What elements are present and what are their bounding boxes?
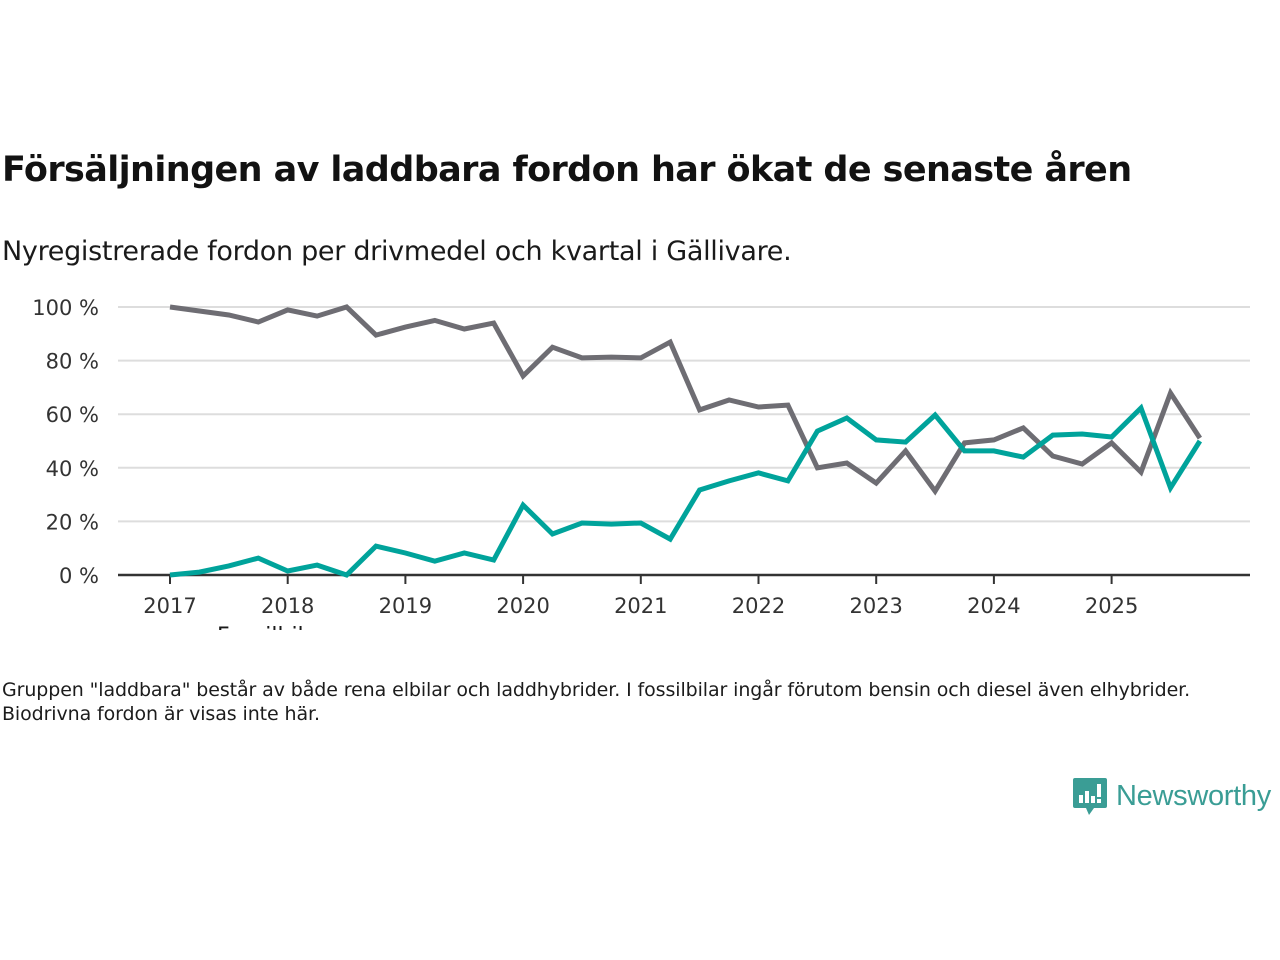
legend-label-fossilbilar: Fossilbilar bbox=[217, 624, 327, 630]
series-line-laddbara bbox=[169, 403, 1203, 578]
x-tick-label: 2024 bbox=[967, 594, 1020, 618]
x-tick-label: 2019 bbox=[379, 594, 432, 618]
x-tick-label: 2020 bbox=[496, 594, 549, 618]
legend-background bbox=[136, 619, 346, 630]
y-tick-label: 0 % bbox=[59, 564, 99, 588]
series-lines bbox=[169, 304, 1203, 578]
x-tick-label: 2018 bbox=[261, 594, 314, 618]
series-line-fossilbilar bbox=[169, 304, 1202, 496]
x-tick-label: 2025 bbox=[1085, 594, 1138, 618]
y-axis-ticks: 0 % 20 % 40 % 60 % 80 % 100 % bbox=[32, 296, 99, 588]
y-tick-label: 80 % bbox=[46, 350, 99, 374]
brand-logo[interactable]: Newsworthy bbox=[1072, 776, 1271, 816]
x-tick-label: 2022 bbox=[732, 594, 785, 618]
x-tick-label: 2017 bbox=[143, 594, 196, 618]
x-tick-label: 2023 bbox=[849, 594, 902, 618]
chart-subtitle: Nyregistrerade fordon per drivmedel och … bbox=[2, 236, 792, 267]
brand-name: Newsworthy bbox=[1116, 779, 1271, 812]
x-tick-label: 2021 bbox=[614, 594, 667, 618]
legend: Fossilbilar Laddbara bbox=[136, 619, 346, 630]
footnote: Gruppen "laddbara" består av både rena e… bbox=[2, 679, 1191, 725]
x-axis-ticks: 2017 2018 2019 2020 2021 2022 2023 2024 2025 bbox=[143, 575, 1138, 618]
y-tick-label: 60 % bbox=[46, 403, 99, 427]
gridlines bbox=[118, 306, 1250, 523]
y-tick-label: 40 % bbox=[46, 457, 99, 481]
newsworthy-logo-icon bbox=[1073, 778, 1107, 815]
y-tick-label: 100 % bbox=[32, 296, 99, 320]
y-tick-label: 20 % bbox=[46, 510, 99, 534]
line-chart: 0 % 20 % 40 % 60 % 80 % 100 % 2017 2018 2019 202… bbox=[32, 296, 1250, 630]
chart-title: Försäljningen av laddbara fordon har öka… bbox=[2, 150, 1132, 190]
